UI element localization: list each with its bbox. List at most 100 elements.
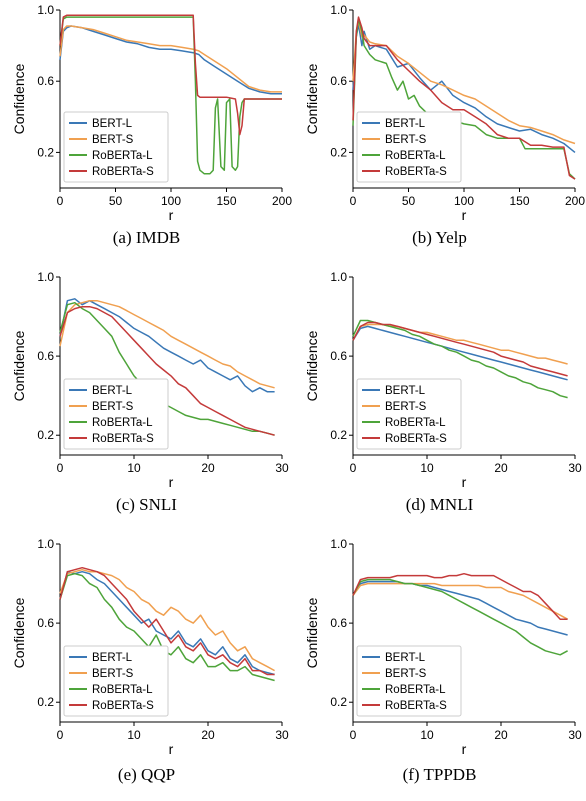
y-tick-label: 0.6 bbox=[330, 616, 347, 630]
legend-box bbox=[63, 378, 169, 450]
legend-label: BERT-S bbox=[385, 401, 427, 413]
y-axis-label: Confidence bbox=[11, 330, 27, 401]
caption-yelp: (b) Yelp bbox=[412, 228, 467, 247]
y-tick-label: 0.2 bbox=[330, 428, 347, 442]
x-tick-label: 0 bbox=[57, 728, 64, 742]
x-tick-label: 10 bbox=[127, 728, 141, 742]
x-axis-label: r bbox=[462, 207, 467, 223]
legend-label: BERT-S bbox=[92, 668, 134, 680]
y-tick-label: 0.6 bbox=[37, 74, 54, 88]
legend-label: BERT-S bbox=[385, 668, 427, 680]
x-tick-label: 50 bbox=[402, 194, 416, 208]
x-tick-label: 10 bbox=[420, 728, 434, 742]
y-tick-label: 0.2 bbox=[330, 145, 347, 159]
legend-box bbox=[356, 111, 462, 183]
x-tick-label: 0 bbox=[350, 461, 357, 475]
series-line-bert-l bbox=[59, 25, 282, 95]
chart-tppdb: 0 10 20 30 0.2 0.6 1.0 r Confidence BERT-L BERT-S R… bbox=[304, 537, 582, 757]
x-axis-label: r bbox=[169, 474, 174, 490]
y-tick-label: 0.6 bbox=[330, 74, 347, 88]
legend-label: RoBERTa-L bbox=[92, 684, 153, 696]
chart-imdb: 0 50 100 150 200 0.2 0.6 1.0 r Confidence BERT-L BE… bbox=[11, 3, 292, 223]
y-tick-label: 0.6 bbox=[330, 349, 347, 363]
y-tick-label: 1.0 bbox=[37, 3, 54, 17]
y-axis-label: Confidence bbox=[304, 63, 320, 134]
x-tick-label: 100 bbox=[161, 194, 181, 208]
x-tick-label: 20 bbox=[201, 728, 215, 742]
legend-box bbox=[356, 378, 462, 450]
x-axis-label: r bbox=[462, 741, 467, 757]
legend-label: BERT-L bbox=[385, 652, 426, 664]
legend-box bbox=[63, 645, 169, 717]
series-line-bert-s bbox=[59, 299, 275, 389]
legend-box bbox=[356, 645, 462, 717]
x-tick-label: 20 bbox=[201, 461, 215, 475]
caption-snli: (c) SNLI bbox=[116, 495, 177, 514]
y-tick-label: 0.2 bbox=[330, 695, 347, 709]
legend-label: RoBERTa-L bbox=[92, 417, 153, 429]
legend-label: BERT-S bbox=[385, 134, 427, 146]
chart-mnli: 0 10 20 30 0.2 0.6 1.0 r Confidence BERT-L BERT-S R… bbox=[304, 270, 582, 490]
series-line-roberta-s bbox=[352, 16, 576, 180]
x-tick-label: 20 bbox=[494, 461, 508, 475]
x-tick-label: 10 bbox=[420, 461, 434, 475]
series-line-bert-l bbox=[352, 23, 576, 153]
x-tick-label: 0 bbox=[57, 461, 64, 475]
legend-box bbox=[63, 111, 169, 183]
series-line-roberta-s bbox=[59, 305, 275, 436]
legend-label: RoBERTa-S bbox=[92, 166, 154, 178]
series-line-bert-s bbox=[59, 25, 282, 93]
series-line-bert-l bbox=[352, 580, 568, 636]
legend-label: BERT-L bbox=[385, 118, 426, 130]
x-tick-label: 30 bbox=[275, 461, 289, 475]
x-tick-label: 20 bbox=[494, 728, 508, 742]
y-axis-label: Confidence bbox=[11, 63, 27, 134]
legend-label: BERT-L bbox=[385, 385, 426, 397]
y-axis-label: Confidence bbox=[304, 330, 320, 401]
legend-label: BERT-L bbox=[92, 652, 133, 664]
x-tick-label: 100 bbox=[454, 194, 474, 208]
y-tick-label: 1.0 bbox=[37, 270, 54, 284]
chart-panel-yelp: 0 50 100 150 200 0.2 0.6 1.0 r Confidence BERT-L BE… bbox=[293, 0, 586, 267]
chart-panel-imdb: 0 50 100 150 200 0.2 0.6 1.0 r Confidence BERT-L BE… bbox=[0, 0, 293, 267]
chart-snli: 0 10 20 30 0.2 0.6 1.0 r Confidence BERT-L BERT-S R… bbox=[11, 270, 289, 490]
legend-label: RoBERTa-S bbox=[385, 700, 447, 712]
series-line-roberta-l bbox=[352, 578, 568, 656]
series-line-roberta-s bbox=[352, 321, 568, 377]
series-line-roberta-l bbox=[352, 319, 568, 399]
legend-label: RoBERTa-L bbox=[385, 684, 446, 696]
legend-label: BERT-S bbox=[92, 134, 134, 146]
x-tick-label: 150 bbox=[216, 194, 236, 208]
x-tick-label: 200 bbox=[272, 194, 292, 208]
legend-label: BERT-S bbox=[92, 401, 134, 413]
legend-label: RoBERTa-L bbox=[385, 150, 446, 162]
series-line-roberta-s bbox=[352, 572, 568, 620]
caption-mnli: (d) MNLI bbox=[405, 495, 474, 514]
chart-panel-qqp: 0 10 20 30 0.2 0.6 1.0 r Confidence BERT-L BERT-S R… bbox=[0, 534, 293, 801]
series-line-bert-l bbox=[352, 325, 568, 381]
y-tick-label: 1.0 bbox=[37, 537, 54, 551]
caption-qqp: (e) QQP bbox=[117, 765, 176, 784]
series-line-roberta-s bbox=[59, 566, 275, 676]
x-tick-label: 10 bbox=[127, 461, 141, 475]
legend-label: BERT-L bbox=[92, 118, 133, 130]
chart-yelp: 0 50 100 150 200 0.2 0.6 1.0 r Confidence BERT-L BE… bbox=[304, 3, 585, 223]
y-tick-label: 0.2 bbox=[37, 145, 54, 159]
x-tick-label: 200 bbox=[565, 194, 585, 208]
chart-panel-snli: 0 10 20 30 0.2 0.6 1.0 r Confidence BERT-L BERT-S R… bbox=[0, 267, 293, 534]
y-tick-label: 1.0 bbox=[330, 3, 347, 17]
legend-label: RoBERTa-L bbox=[92, 150, 153, 162]
y-tick-label: 0.2 bbox=[37, 695, 54, 709]
y-axis-label: Confidence bbox=[304, 597, 320, 668]
y-tick-label: 1.0 bbox=[330, 270, 347, 284]
x-axis-label: r bbox=[462, 474, 467, 490]
legend-label: BERT-L bbox=[92, 385, 133, 397]
y-tick-label: 0.6 bbox=[37, 349, 54, 363]
legend-label: RoBERTa-S bbox=[385, 433, 447, 445]
y-tick-label: 0.2 bbox=[37, 428, 54, 442]
x-tick-label: 0 bbox=[350, 728, 357, 742]
x-axis-label: r bbox=[169, 207, 174, 223]
chart-panel-mnli: 0 10 20 30 0.2 0.6 1.0 r Confidence BERT-L BERT-S R… bbox=[293, 267, 586, 534]
legend-label: RoBERTa-S bbox=[92, 433, 154, 445]
x-tick-label: 30 bbox=[568, 461, 582, 475]
